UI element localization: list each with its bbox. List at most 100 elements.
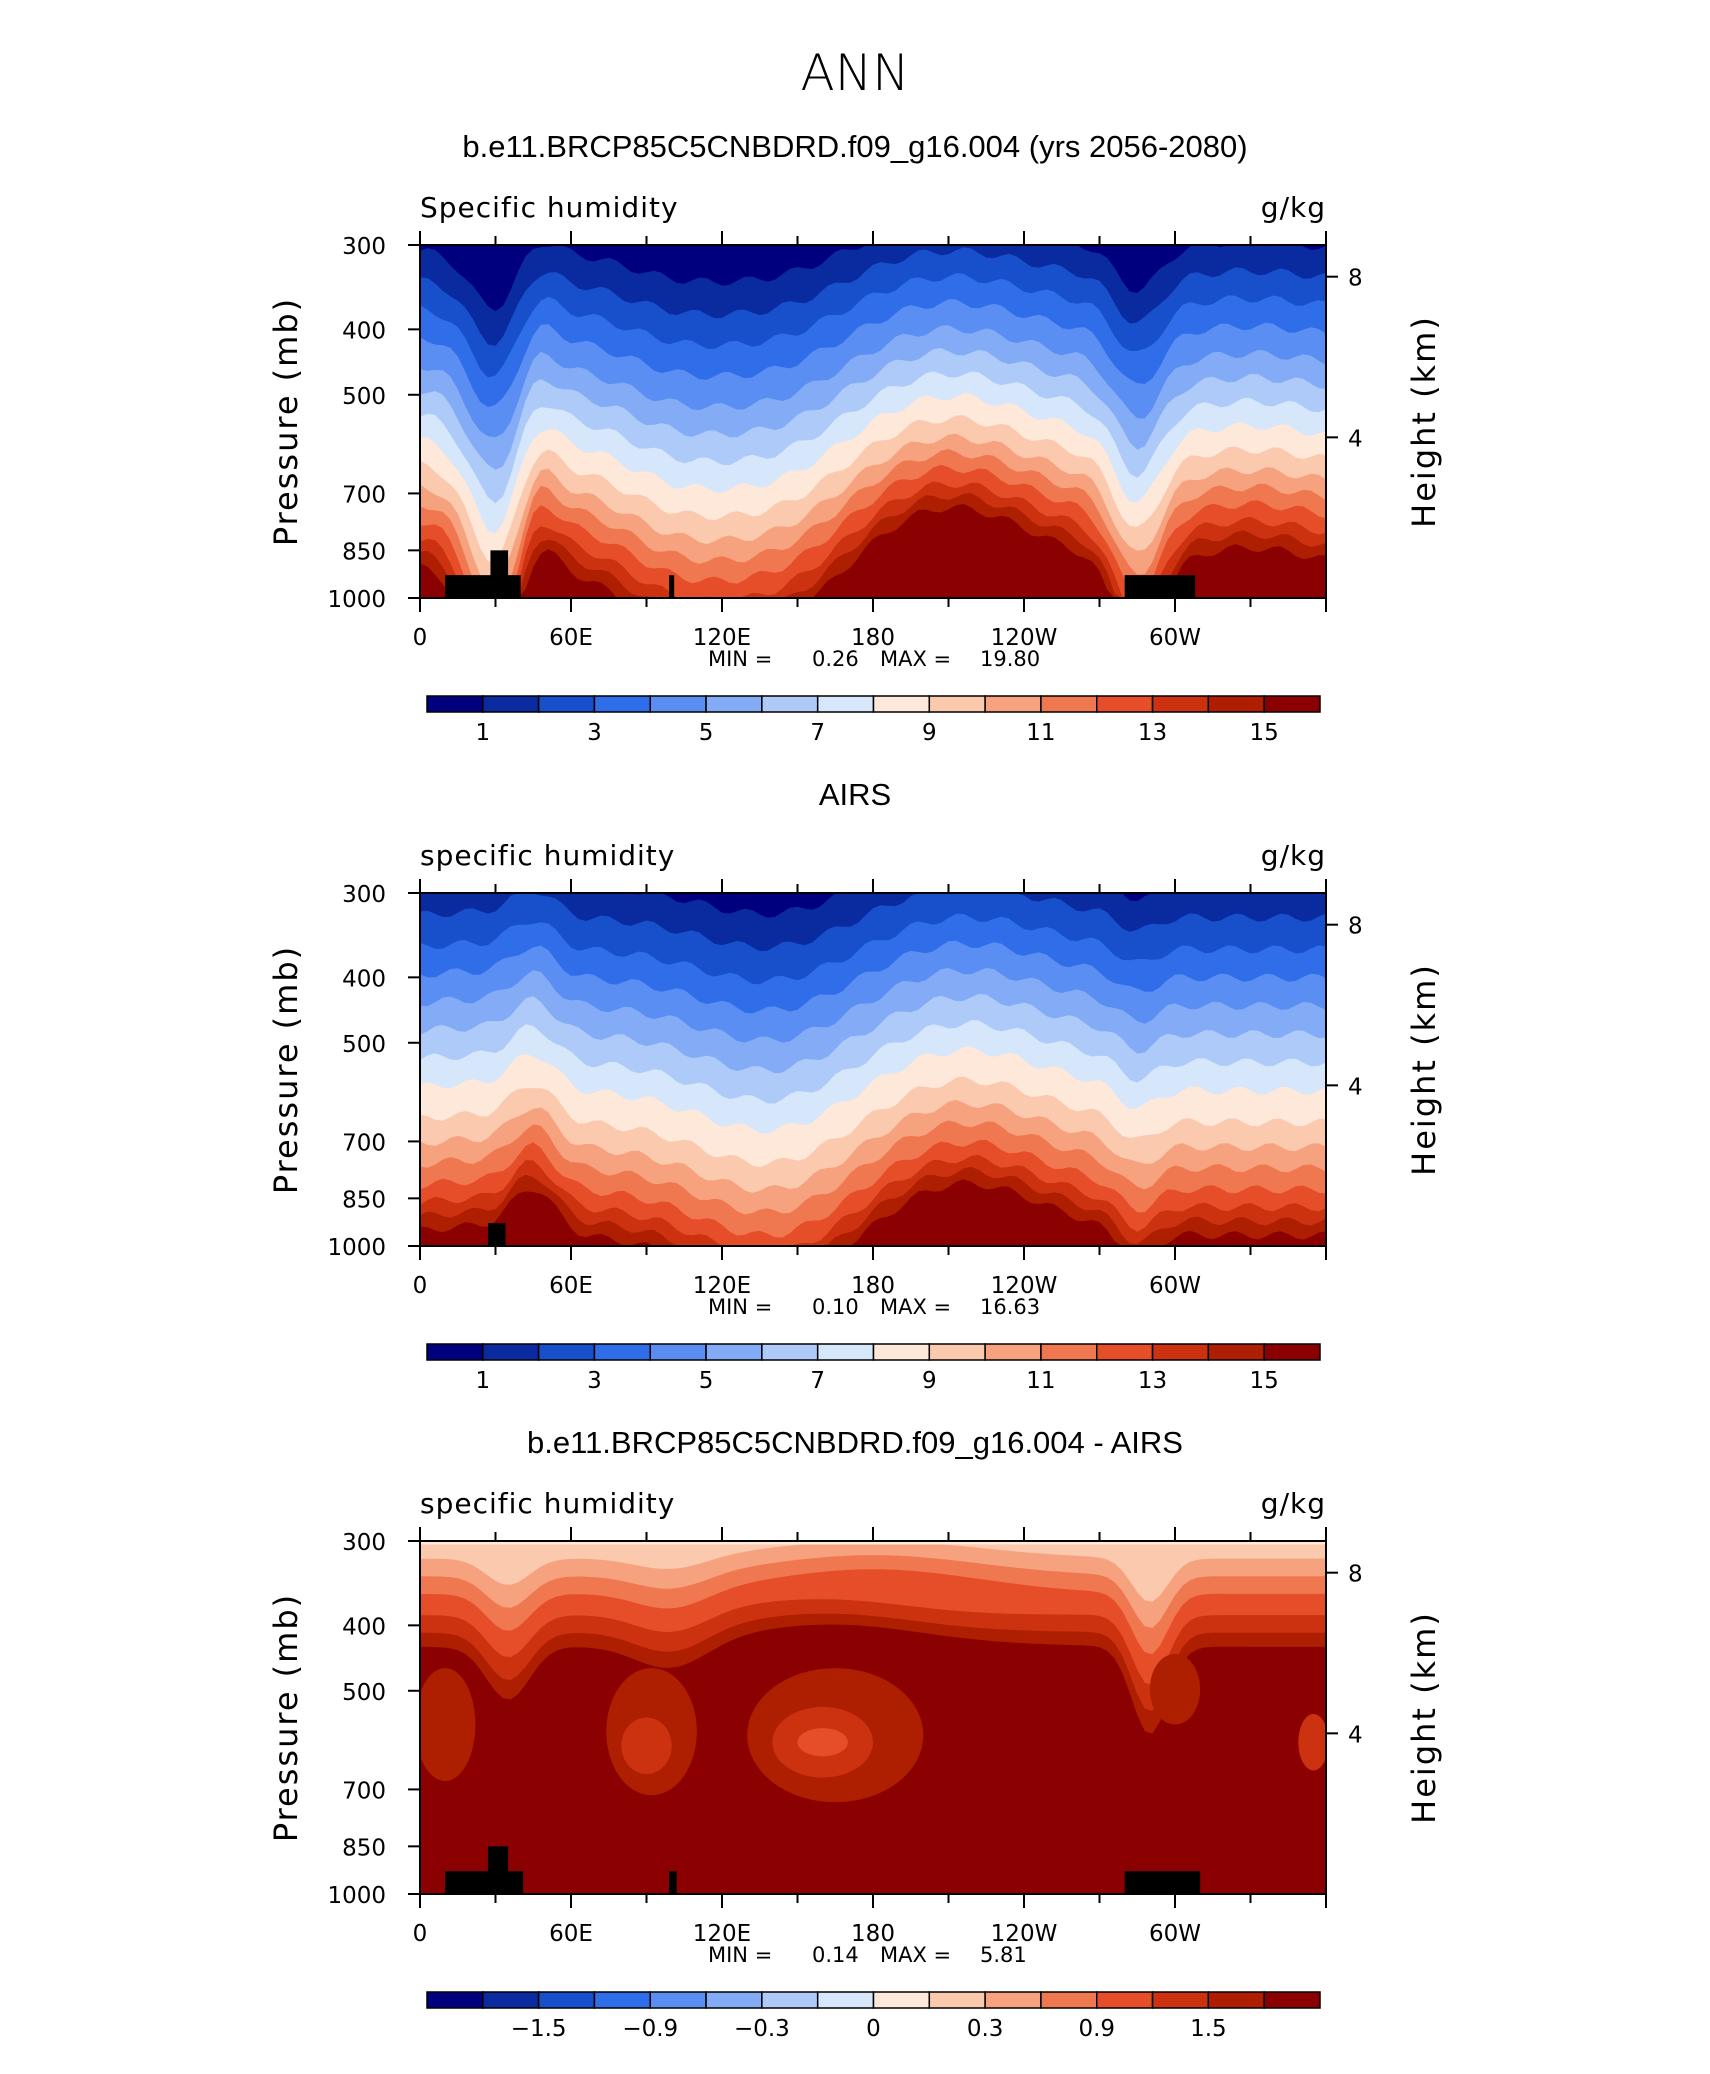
colorbar-swatch (816, 695, 875, 713)
x-tick-label: 60W (1149, 1921, 1201, 1947)
y-tick-label: 500 (342, 384, 386, 410)
x-tick-label: 0 (413, 1273, 428, 1299)
colorbar-swatch (705, 695, 763, 713)
y-tick-label: 1000 (327, 587, 386, 613)
colorbar-swatch (649, 1343, 707, 1361)
x-tick-label: 120E (693, 625, 751, 651)
colorbar-label: 1.5 (1190, 2016, 1227, 2042)
x-tick-label: 60W (1149, 1273, 1201, 1299)
colorbar-swatch (984, 1991, 1042, 2009)
colorbar-label: 5 (699, 1368, 714, 1394)
colorbar-swatch (761, 1991, 819, 2009)
colorbar-swatch (816, 1343, 875, 1361)
colorbar-swatch (1263, 1343, 1321, 1361)
land-mask (669, 575, 675, 598)
colorbar-swatch (1207, 695, 1265, 713)
colorbar-swatch (537, 1991, 596, 2009)
y-axis-label: Pressure (mb) (267, 297, 305, 546)
colorbar-swatch (482, 695, 540, 713)
y-axis-label: Pressure (mb) (267, 945, 305, 1194)
colorbar-swatch (1096, 1343, 1154, 1361)
max-label: MAX = (880, 1943, 951, 1967)
land-mask (1124, 575, 1196, 598)
colorbar-swatch (482, 1991, 540, 2009)
contour-band (420, 245, 1326, 312)
colorbar-label: 0.3 (967, 2016, 1004, 2042)
y-tick-label: 700 (342, 1778, 386, 1804)
colorbar-swatch (1096, 695, 1154, 713)
y-tick-label: 300 (342, 1530, 386, 1556)
land-mask (669, 1871, 677, 1894)
panel-left-label: specific humidity (420, 839, 675, 872)
panel-units-label: g/kg (1261, 1487, 1326, 1520)
colorbar-label: 1 (475, 720, 490, 746)
colorbar-label: 11 (1026, 1368, 1055, 1394)
colorbar-swatch (761, 1343, 819, 1361)
x-tick-label: 180 (851, 1921, 895, 1947)
x-tick-label: 60E (549, 1273, 593, 1299)
colorbar-swatch (1040, 1991, 1098, 2009)
land-mask (487, 1223, 506, 1246)
contour-blob (1298, 1713, 1326, 1771)
x-tick-label: 60E (549, 1921, 593, 1947)
colorbar-swatch (1151, 1343, 1210, 1361)
colorbar-swatch (1263, 1991, 1321, 2009)
colorbar-label: 3 (587, 720, 602, 746)
colorbar-swatch (649, 695, 707, 713)
colorbar-label: 11 (1026, 720, 1055, 746)
colorbar-label: 9 (922, 1368, 937, 1394)
colorbar-swatch (482, 1343, 540, 1361)
colorbar-label: 5 (699, 720, 714, 746)
colorbar-swatch (537, 695, 596, 713)
y2-tick-label: 8 (1348, 914, 1363, 940)
land-mask (490, 550, 509, 598)
colorbar-swatch (1040, 695, 1098, 713)
colorbar-label: 7 (810, 1368, 825, 1394)
colorbar-swatch (1151, 695, 1210, 713)
y-tick-label: 300 (342, 234, 386, 260)
x-tick-label: 60E (549, 625, 593, 651)
x-tick-label: 180 (851, 625, 895, 651)
y-tick-label: 500 (342, 1032, 386, 1058)
colorbar-label: 9 (922, 720, 937, 746)
y-tick-label: 1000 (327, 1235, 386, 1261)
land-mask (445, 1871, 524, 1894)
colorbar-swatch (426, 1343, 484, 1361)
x-tick-label: 0 (413, 1921, 428, 1947)
panel-units-label: g/kg (1261, 839, 1326, 872)
panel-title: AIRS (819, 777, 891, 812)
y2-axis-label: Height (km) (1405, 1611, 1443, 1824)
panel-title: b.e11.BRCP85C5CNBDRD.f09_g16.004 - AIRS (527, 1425, 1183, 1460)
colorbar-swatch (593, 695, 651, 713)
y-tick-label: 400 (342, 966, 386, 992)
contour-blob (420, 1668, 476, 1782)
colorbar-swatch (872, 695, 931, 713)
contour-band (420, 1541, 1326, 1602)
y2-tick-label: 8 (1348, 1562, 1363, 1588)
y-tick-label: 500 (342, 1680, 386, 1706)
min-label: MIN = (708, 1943, 772, 1967)
colorbar-swatch (426, 695, 484, 713)
colorbar-swatch (1040, 1343, 1098, 1361)
figure-title: ANN (800, 44, 909, 102)
colorbar-swatch (928, 1343, 986, 1361)
colorbar-swatch (705, 1991, 763, 2009)
colorbar-swatch (593, 1343, 651, 1361)
y2-axis-label: Height (km) (1405, 315, 1443, 528)
x-tick-label: 120E (693, 1921, 751, 1947)
colorbar-swatch (426, 1991, 484, 2009)
colorbar-swatch (872, 1343, 931, 1361)
plot-area (420, 245, 1326, 598)
panel-1: b.e11.BRCP85C5CNBDRD.f09_g16.004 (yrs 20… (267, 129, 1443, 746)
x-tick-label: 0 (413, 625, 428, 651)
panel-3: b.e11.BRCP85C5CNBDRD.f09_g16.004 - AIRS s… (267, 1425, 1443, 2042)
y2-tick-label: 4 (1348, 1074, 1363, 1100)
colorbar-swatch (1207, 1991, 1265, 2009)
panel-left-label: specific humidity (420, 1487, 675, 1520)
y2-tick-label: 4 (1348, 426, 1363, 452)
x-tick-label: 120W (991, 1921, 1058, 1947)
colorbar-label: −0.9 (622, 2016, 678, 2042)
min-label: MIN = (708, 647, 772, 671)
max-value: 19.80 (980, 647, 1040, 671)
colorbar-label: 13 (1138, 1368, 1167, 1394)
